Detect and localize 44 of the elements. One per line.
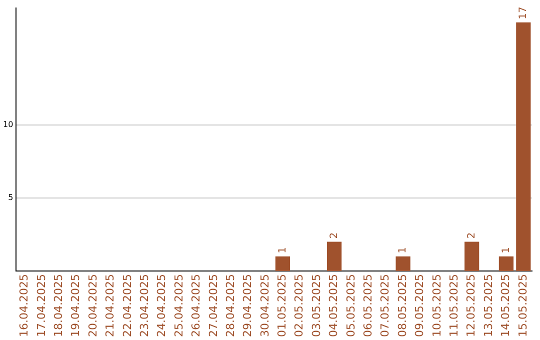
x-tick-label: 01.05.2025	[276, 274, 289, 338]
x-tick-label: 20.04.2025	[86, 274, 100, 338]
x-tick-label: 24.04.2025	[155, 274, 168, 338]
x-tick-label: 05.05.2025	[344, 274, 358, 338]
bar	[498, 256, 514, 272]
x-tick-label: 11.05.2025	[447, 274, 460, 338]
data-label: 2	[466, 232, 478, 239]
x-tick-label: 30.04.2025	[258, 274, 272, 338]
x-tick-label: 07.05.2025	[378, 274, 392, 338]
data-label: 1	[277, 247, 288, 254]
bar	[396, 256, 410, 272]
x-tick-label: 29.04.2025	[241, 274, 254, 338]
x-tick-label: 09.05.2025	[413, 274, 426, 338]
x-tick-label: 18.04.2025	[52, 274, 66, 338]
x-tick-label: 02.05.2025	[292, 274, 306, 338]
x-tick-label: 22.04.2025	[120, 274, 134, 338]
x-tick-label: 14.05.2025	[499, 274, 512, 338]
x-tick-label: 17.04.2025	[34, 274, 48, 338]
x-tick-label: 06.05.2025	[362, 274, 375, 338]
x-tick-label: 08.05.2025	[396, 274, 409, 338]
x-tick-label: 25.04.2025	[172, 274, 186, 338]
x-tick-label: 19.04.2025	[69, 274, 82, 338]
data-label: 1	[398, 247, 409, 254]
bar	[275, 256, 290, 272]
x-tick-label: 03.05.2025	[310, 274, 323, 338]
x-tick-label: 28.04.2025	[224, 274, 237, 338]
x-tick-label: 15.05.2025	[516, 274, 530, 338]
x-tick-label: 21.04.2025	[104, 274, 117, 338]
data-label: 17	[518, 6, 529, 20]
x-tick-label: 13.05.2025	[482, 274, 495, 338]
x-tick-label: 23.04.2025	[138, 274, 151, 338]
bar	[516, 22, 531, 272]
x-tick-label: 10.05.2025	[430, 274, 444, 338]
x-tick-label: 26.04.2025	[190, 274, 203, 338]
bar	[464, 242, 480, 272]
x-tick-label: 16.04.2025	[18, 274, 31, 338]
y-tick-label: 10	[2, 120, 14, 129]
data-label: 1	[500, 247, 512, 254]
data-label: 2	[328, 232, 340, 239]
x-tick-label: 04.05.2025	[327, 274, 340, 338]
x-tick-label: 12.05.2025	[464, 274, 478, 338]
x-tick-label: 27.04.2025	[206, 274, 220, 338]
y-tick-label: 5	[8, 192, 14, 202]
bar	[326, 242, 342, 272]
